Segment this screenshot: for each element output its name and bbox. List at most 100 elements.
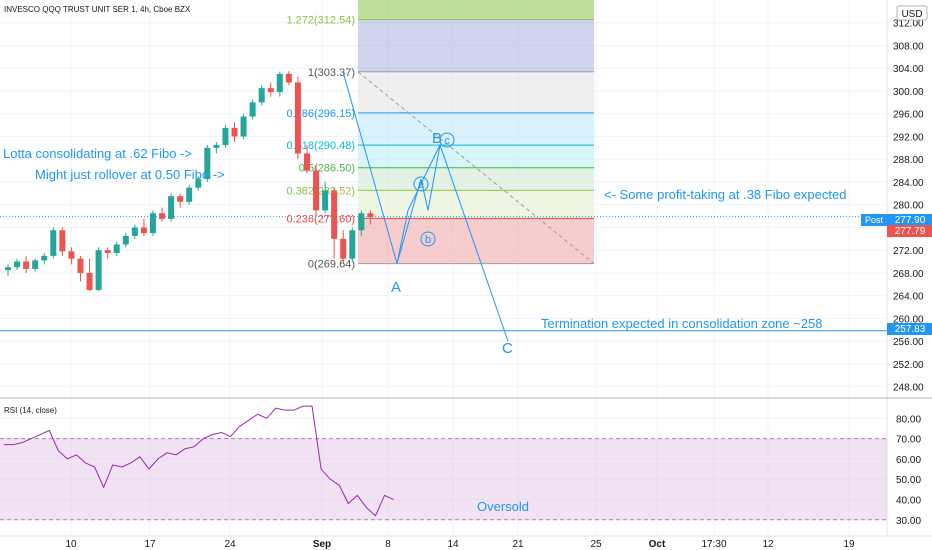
wave-label-B: B <box>432 130 442 147</box>
rsi-tick-4: 40.00 <box>896 495 921 506</box>
fib-band-5 <box>358 190 594 219</box>
fib-label-3: 0.618(290.48) <box>287 140 356 152</box>
price-tick-12: 264.00 <box>893 292 924 303</box>
currency-selector[interactable]: USD <box>896 5 928 21</box>
fib-band-0 <box>358 19 594 72</box>
rsi-tick-0: 80.00 <box>896 414 921 425</box>
wave-label-a: a <box>418 179 425 191</box>
annotation-profit-taking: <- Some profit-taking at .38 Fibo expect… <box>604 187 846 202</box>
candle-body-34 <box>313 170 320 211</box>
time-tick-5: 14 <box>447 539 459 550</box>
candle-body-35 <box>322 190 329 211</box>
fib-label-0: 1.272(312.54) <box>287 15 356 27</box>
candle-body-27 <box>249 102 256 117</box>
fib-band-4 <box>358 167 594 191</box>
rsi-tick-2: 60.00 <box>896 455 921 466</box>
candle-body-22 <box>204 147 211 180</box>
time-tick-0: 10 <box>65 539 77 550</box>
candle-body-33 <box>303 153 310 171</box>
annotation-termination: Termination expected in consolidation zo… <box>541 316 823 331</box>
candle-body-19 <box>177 196 184 202</box>
time-tick-7: 25 <box>590 539 602 550</box>
post-price-tag: Post 277.90 <box>861 214 932 226</box>
wave-label-C: C <box>502 340 513 357</box>
fibonacci-retracement[interactable]: 1.272(312.54) 1(303.37) 0.786(296.15) 0.618… <box>287 0 595 271</box>
fib-label-4: 0.5(286.50) <box>299 163 355 175</box>
candle-body-37 <box>340 238 347 259</box>
price-axis[interactable]: 312.00 308.00 304.00 300.00 296.00 292.00 288.… <box>893 19 924 394</box>
rsi-tick-1: 70.00 <box>896 435 921 446</box>
candle-body-8 <box>77 258 84 273</box>
rsi-tick-5: 30.00 <box>896 516 921 527</box>
candle-body-39 <box>358 213 365 231</box>
annotation-consolidating: Lotta consolidating at .62 Fibo -> <box>3 146 192 161</box>
candle-body-11 <box>104 250 111 254</box>
candle-body-2 <box>23 261 30 269</box>
rsi-label: RSI (14, close) <box>4 406 57 415</box>
time-tick-10: 12 <box>762 539 774 550</box>
candle-body-7 <box>68 251 75 259</box>
currency-label: USD <box>901 9 922 20</box>
candle-body-1 <box>14 261 21 268</box>
fib-band-3 <box>358 145 594 168</box>
time-tick-8: Oct <box>649 539 666 550</box>
elliott-wave-path[interactable] <box>342 71 509 342</box>
candle-body-13 <box>122 235 129 245</box>
price-tick-16: 248.00 <box>893 383 924 394</box>
fib-label-2: 0.786(296.15) <box>287 108 356 120</box>
rsi-axis[interactable]: 80.00 70.00 60.00 50.00 40.00 30.00 <box>896 414 921 526</box>
candle-body-31 <box>285 73 292 83</box>
wave-label-b-circle <box>420 231 436 247</box>
price-tick-3: 300.00 <box>893 87 924 98</box>
annotation-rollover: Might just rollover at 0.50 Fibo -> <box>35 167 225 182</box>
time-axis[interactable]: 10 17 24 Sep 8 14 21 25 Oct 17:30 12 19 <box>65 539 855 550</box>
price-tick-14: 256.00 <box>893 337 924 348</box>
price-tick-13: 260.00 <box>893 314 924 325</box>
candle-body-23 <box>213 144 220 148</box>
sub-wave-path[interactable] <box>396 144 441 264</box>
wave-label-c-circle <box>439 132 455 148</box>
candle-body-10 <box>95 250 102 290</box>
candle-body-16 <box>149 213 156 234</box>
fib-label-6: 0.236(277.60) <box>287 213 356 225</box>
candle-body-25 <box>231 127 238 137</box>
time-tick-11: 19 <box>843 539 855 550</box>
price-tick-4: 296.00 <box>893 110 924 121</box>
candle-body-40 <box>367 213 374 218</box>
time-tick-3: Sep <box>313 539 331 550</box>
candle-body-15 <box>140 227 147 234</box>
candle-body-4 <box>41 255 48 261</box>
fib-label-7: 0(269.64) <box>308 259 355 271</box>
price-tick-1: 308.00 <box>893 41 924 52</box>
candle-body-14 <box>131 227 138 236</box>
fib-band-6 <box>358 218 594 264</box>
rsi-tick-3: 50.00 <box>896 475 921 486</box>
candle-body-24 <box>222 127 229 145</box>
last-price-tag: 277.79 <box>887 225 932 237</box>
candle-body-32 <box>294 82 301 154</box>
time-tick-2: 24 <box>224 539 236 550</box>
candle-body-9 <box>86 272 93 290</box>
time-tick-6: 21 <box>512 539 524 550</box>
price-tick-2: 304.00 <box>893 64 924 75</box>
last-value: 277.79 <box>895 226 926 237</box>
candle-body-21 <box>195 179 202 188</box>
post-value: 277.90 <box>895 215 926 226</box>
post-label: Post <box>865 215 884 225</box>
time-tick-1: 17 <box>144 539 156 550</box>
fib-label-1: 1(303.37) <box>308 67 355 79</box>
trend-line[interactable] <box>357 71 595 264</box>
fib-band-1 <box>358 71 594 113</box>
wave-label-a-circle <box>413 176 429 192</box>
candle-body-12 <box>113 244 120 254</box>
time-tick-9: 17:30 <box>701 539 726 550</box>
symbol-title: INVESCO QQQ TRUST UNIT SER 1, 4h, Cboe B… <box>4 5 191 14</box>
candle-body-38 <box>349 230 356 259</box>
candle-body-30 <box>276 73 283 93</box>
candle-body-36 <box>331 190 338 239</box>
price-tick-7: 284.00 <box>893 178 924 189</box>
fib-band-top <box>358 0 594 20</box>
candle-body-5 <box>50 230 57 256</box>
price-tick-5: 292.00 <box>893 132 924 143</box>
